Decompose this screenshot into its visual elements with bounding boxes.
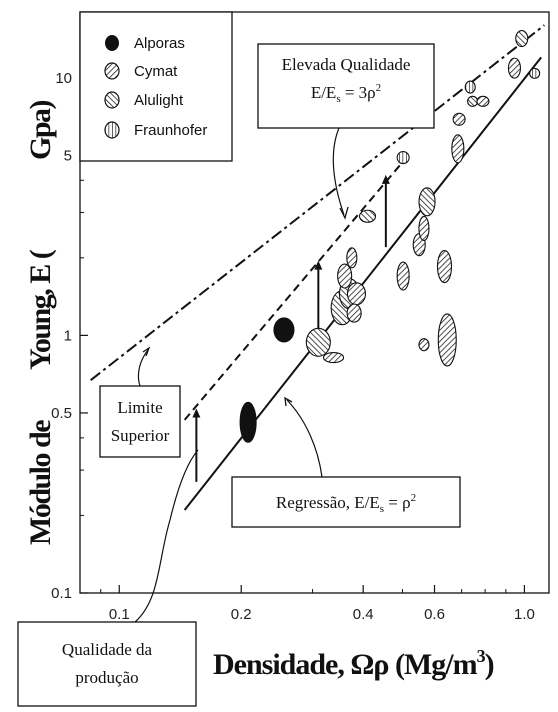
annotation-elevada-qualidade: Elevada Qualidade E/Es = 3ρ2 <box>257 43 435 129</box>
x-tick-label: 0.1 <box>109 606 130 623</box>
point-cymat <box>396 261 410 291</box>
legend-marker-alporas <box>105 35 119 51</box>
plot-frame <box>79 11 550 594</box>
point-cymat <box>437 313 457 367</box>
leader-limite <box>137 349 149 387</box>
fit-lines <box>90 24 545 511</box>
point-cymat <box>323 352 345 364</box>
line-limite <box>90 24 545 381</box>
annotation-regressao-box <box>231 476 461 528</box>
legend-marker-alulight <box>104 91 120 109</box>
point-cymat <box>507 57 522 79</box>
annotation-qualidade-producao: Qualidade da produção <box>17 621 197 707</box>
leader-elevada <box>332 127 345 216</box>
line-elevada <box>183 161 404 421</box>
point-cymat <box>346 247 358 269</box>
x-tick-label: 0.6 <box>424 606 445 623</box>
x-tick-label: 0.4 <box>353 606 374 623</box>
y-tick-label: 1 <box>64 327 72 344</box>
annotation-elevada-title: Elevada Qualidade <box>282 55 411 74</box>
improvement-arrow-head <box>381 174 390 184</box>
y-tick-label: 0.1 <box>51 585 72 602</box>
data-points <box>239 29 541 443</box>
legend-marker-fraunhofer <box>104 121 120 139</box>
point-cymat <box>337 263 353 289</box>
point-cymat <box>346 282 367 306</box>
y-tick-label: 0.5 <box>51 405 72 422</box>
y-axis-title: Módulo de Young, E ( Gpa) <box>24 100 57 545</box>
point-cymat <box>476 95 490 107</box>
legend-label-alporas: Alporas <box>134 35 185 52</box>
leader-qualidade <box>134 449 199 623</box>
x-axis-title: Densidade, Ωρ (Mg/m3) <box>213 646 494 681</box>
point-alporas <box>273 317 295 343</box>
annotation-qualidade-line2: produção <box>75 668 138 687</box>
legend-label-fraunhofer: Fraunhofer <box>134 122 207 139</box>
improvement-arrow-head <box>192 408 201 418</box>
point-alulight <box>467 95 479 107</box>
point-cymat <box>452 112 466 126</box>
improvement-arrow-head <box>314 260 323 270</box>
annotation-limite-line2: Superior <box>111 426 170 445</box>
x-tick-label: 1.0 <box>514 606 535 623</box>
legend-label-alulight: Alulight <box>134 92 184 109</box>
point-cymat <box>418 338 430 352</box>
x-tick-label: 0.2 <box>231 606 252 623</box>
annotation-regressao: Regressão, E/Es = ρ2 <box>231 476 461 528</box>
point-cymat <box>436 250 453 284</box>
point-fraunhofer <box>396 151 410 165</box>
legend-box <box>79 11 233 162</box>
legend-label-cymat: Cymat <box>134 63 178 80</box>
annotation-elevada-box <box>257 43 435 129</box>
point-fraunhofer <box>464 80 476 94</box>
annotation-regressao-text: Regressão, E/Es = ρ2 <box>276 492 416 515</box>
annotation-qualidade-box <box>17 621 197 707</box>
y-axis-title-unit: Gpa) <box>24 100 57 160</box>
y-axis-title-right: Young, E ( <box>24 249 57 370</box>
leader-limite-head <box>142 346 151 357</box>
y-tick-label: 5 <box>64 147 72 164</box>
point-cymat <box>346 303 362 323</box>
point-alulight <box>418 187 436 217</box>
point-cymat <box>418 215 430 242</box>
point-alulight <box>358 209 377 223</box>
y-tick-label: 10 <box>55 70 72 87</box>
point-cymat <box>451 134 465 164</box>
legend: Alporas Cymat Alulight Fraunhofer <box>79 11 233 162</box>
point-alulight <box>305 327 331 357</box>
y-axis-title-left: Módulo de <box>24 420 57 545</box>
point-alporas <box>239 401 257 443</box>
callout-leaders <box>134 127 349 623</box>
point-fraunhofer <box>529 67 541 79</box>
annotation-qualidade-line1: Qualidade da <box>62 640 153 659</box>
leader-regressao-head <box>284 396 293 407</box>
point-alulight <box>515 29 529 48</box>
axis-ticks: 0.1 0.2 0.4 0.6 1.0 0.1 0.5 1 5 10 <box>51 70 535 623</box>
leader-regressao <box>286 399 323 478</box>
leader-elevada-head <box>339 206 349 220</box>
legend-marker-cymat <box>104 62 120 80</box>
annotation-limite-box <box>99 385 181 458</box>
annotation-limite-superior: Limite Superior <box>99 385 181 458</box>
annotation-limite-line1: Limite <box>117 398 162 417</box>
annotation-elevada-formula: E/Es = 3ρ2 <box>311 82 381 105</box>
